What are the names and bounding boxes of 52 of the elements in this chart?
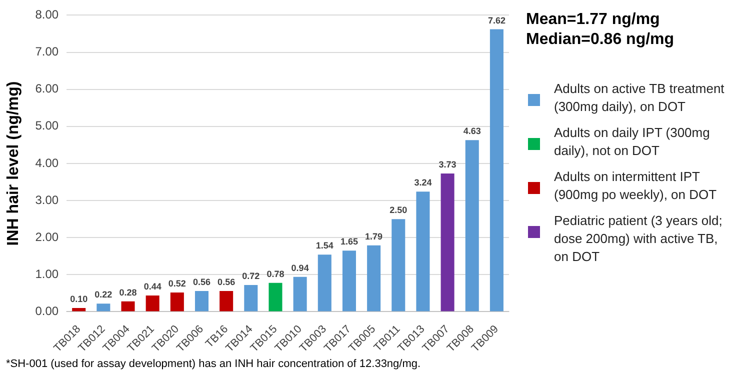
- bar: [146, 295, 160, 312]
- data-label: 1.65: [340, 236, 358, 247]
- legend-label: Pediatric patient (3 years old; dose 200mg) with active TB, on DOT: [554, 212, 724, 266]
- y-tick-label: 0.00: [35, 304, 59, 318]
- y-tick-label: 5.00: [35, 118, 59, 133]
- bar: [392, 219, 406, 312]
- data-label: 3.24: [414, 178, 432, 188]
- y-axis-title: INH hair level (ng/mg): [5, 81, 22, 246]
- y-tick-label: 3.00: [35, 192, 59, 207]
- legend-label: Adults on intermittent IPT (900mg po weekly), on DOT: [554, 168, 718, 204]
- text: *SH-001 (used for assay development) has an INH hair concentration of 12.33ng/mg.: [6, 358, 421, 370]
- data-label: 4.63: [463, 126, 481, 136]
- bar: [121, 301, 135, 312]
- data-label: 0.94: [291, 262, 309, 273]
- y-tick-label: 1.00: [35, 266, 59, 281]
- data-label: 0.72: [242, 271, 260, 282]
- y-tick-label: 6.00: [35, 82, 59, 96]
- bar: [244, 285, 258, 312]
- bar: [293, 276, 307, 312]
- data-label: 2.50: [390, 205, 408, 216]
- bar: [367, 245, 381, 312]
- bar: [318, 254, 332, 312]
- data-label: 7.62: [488, 15, 506, 26]
- text: Mean=1.77 ng/mg Median=0.86 ng/mg: [526, 10, 674, 50]
- bar: [72, 308, 86, 312]
- data-label: 0.56: [218, 276, 236, 287]
- bar: [342, 250, 356, 312]
- y-tick-label: 7.00: [35, 44, 59, 59]
- bar: [490, 29, 504, 312]
- data-label: 3.73: [438, 159, 456, 170]
- data-label: 0.52: [168, 278, 186, 288]
- data-label: 0.44: [144, 281, 162, 292]
- data-label: 0.22: [94, 290, 112, 300]
- bar: [170, 292, 184, 312]
- bar: [465, 140, 479, 312]
- data-label: 1.79: [365, 231, 383, 242]
- legend-label: Adults on active TB treatment (300mg daily), on DOT: [554, 80, 726, 116]
- data-label: 1.54: [316, 240, 334, 251]
- data-label: 0.78: [266, 268, 284, 279]
- bar: [194, 290, 209, 312]
- bar: [416, 192, 430, 312]
- bar: [268, 282, 282, 312]
- legend-label: Adults on daily IPT (300mg daily), not on DOT: [554, 124, 711, 160]
- bar: [220, 290, 234, 312]
- data-label: 0.56: [192, 276, 211, 287]
- data-label: 0.28: [119, 287, 137, 298]
- bar: [440, 173, 454, 312]
- y-tick-label: 2.00: [35, 230, 59, 244]
- bar: [96, 304, 110, 312]
- y-tick-label: 8.00: [35, 8, 59, 22]
- data-label: 0.10: [70, 294, 88, 304]
- y-tick-label: 4.00: [35, 156, 59, 170]
